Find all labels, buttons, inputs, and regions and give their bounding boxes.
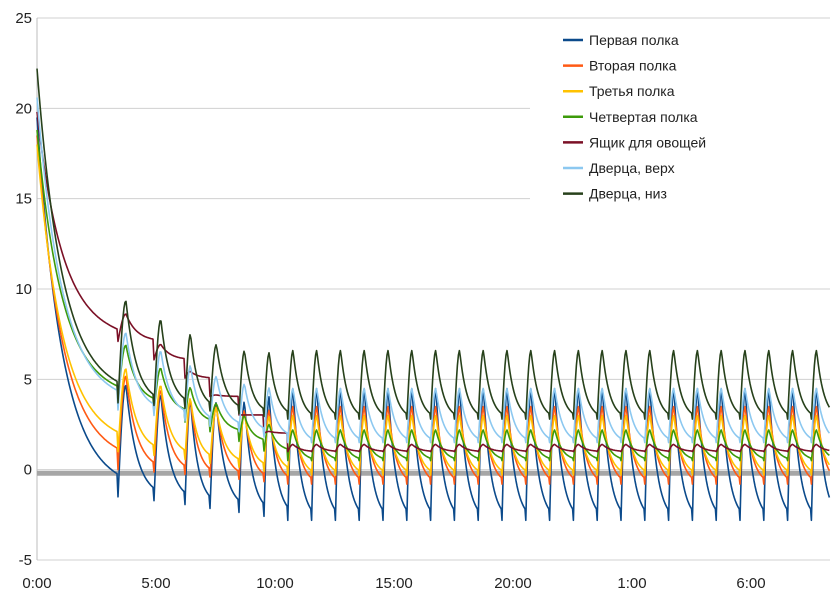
legend-label: Дверца, верх	[589, 160, 675, 176]
series-line	[36, 135, 831, 485]
grid-lines	[37, 17, 830, 561]
legend-label: Вторая полка	[589, 58, 677, 74]
x-tick-label: 20:00	[494, 575, 532, 592]
x-tick-label: 15:00	[375, 575, 413, 592]
y-tick-labels: -5 0 5 10 15 20 25	[15, 10, 32, 569]
x-tick-label: 10:00	[256, 575, 294, 592]
x-tick-label: 5:00	[141, 575, 170, 592]
series-line	[36, 68, 831, 420]
series-layer	[36, 68, 831, 522]
legend-label: Ящик для овощей	[589, 134, 706, 150]
series-line	[36, 144, 831, 476]
legend-background	[530, 22, 830, 204]
legend-label: Третья полка	[589, 83, 675, 99]
series-line	[36, 97, 831, 444]
x-tick-label: 1:00	[617, 575, 646, 592]
legend-label: Четвертая полка	[589, 109, 698, 125]
x-tick-label: 6:00	[736, 575, 765, 592]
x-tick-labels: 0:00 5:00 10:00 15:00 20:00 1:00 6:00	[22, 575, 765, 592]
legend-label: Дверца, низ	[589, 186, 667, 202]
series-line	[36, 111, 830, 453]
x-tick-label: 0:00	[22, 575, 51, 592]
y-tick-label: 15	[15, 191, 32, 208]
y-tick-label: 5	[24, 371, 32, 388]
legend: Первая полка Вторая полка Третья полка Четв…	[563, 32, 706, 202]
y-tick-label: 10	[15, 281, 32, 298]
y-tick-label: 20	[15, 100, 32, 117]
y-tick-label: 0	[24, 462, 32, 479]
y-tick-label: -5	[19, 552, 32, 569]
series-line	[36, 129, 830, 462]
legend-label: Первая полка	[589, 32, 679, 48]
y-tick-label: 25	[15, 10, 32, 27]
